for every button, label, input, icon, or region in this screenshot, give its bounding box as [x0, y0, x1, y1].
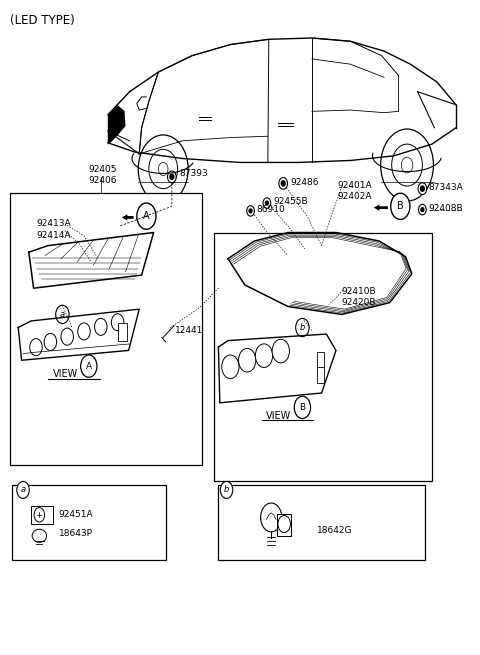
FancyBboxPatch shape [10, 193, 202, 465]
Circle shape [265, 201, 268, 205]
Text: 92405
92406: 92405 92406 [89, 165, 117, 185]
Circle shape [95, 318, 107, 335]
Circle shape [222, 355, 239, 379]
Circle shape [81, 355, 97, 377]
Text: 92413A
92414A: 92413A 92414A [36, 219, 71, 240]
Text: 87343A: 87343A [429, 183, 463, 192]
Circle shape [421, 208, 424, 212]
Text: B: B [397, 201, 404, 212]
FancyBboxPatch shape [12, 485, 166, 560]
Text: A: A [143, 211, 150, 221]
Circle shape [34, 508, 45, 522]
Circle shape [261, 503, 282, 532]
Circle shape [30, 339, 42, 356]
Bar [31, 506, 53, 524]
Text: a: a [60, 310, 65, 319]
Circle shape [61, 328, 73, 345]
Circle shape [272, 339, 289, 363]
Text: b: b [300, 323, 305, 332]
Text: 92408B: 92408B [429, 204, 463, 213]
Text: 92486: 92486 [290, 178, 319, 187]
Text: b: b [224, 485, 229, 495]
Bar [277, 514, 291, 536]
Text: 86910: 86910 [257, 205, 286, 214]
Circle shape [418, 183, 427, 195]
Circle shape [391, 193, 410, 219]
Circle shape [419, 204, 426, 215]
FancyBboxPatch shape [214, 233, 432, 481]
Circle shape [420, 186, 424, 191]
Bar [317, 367, 324, 383]
Circle shape [239, 348, 256, 372]
Text: 92410B
92420B: 92410B 92420B [342, 287, 376, 307]
Circle shape [78, 323, 90, 340]
FancyBboxPatch shape [218, 485, 425, 560]
Ellipse shape [32, 529, 47, 542]
Text: (LED TYPE): (LED TYPE) [10, 14, 74, 28]
Circle shape [168, 171, 176, 183]
Text: 92455B: 92455B [274, 197, 308, 206]
Bar [118, 323, 127, 341]
Circle shape [56, 305, 69, 324]
Circle shape [294, 396, 311, 419]
Circle shape [249, 209, 252, 213]
Circle shape [137, 203, 156, 229]
Text: 18642G: 18642G [317, 526, 352, 535]
Text: 92401A
92402A: 92401A 92402A [337, 181, 372, 201]
Circle shape [255, 344, 273, 367]
Circle shape [247, 206, 254, 216]
Circle shape [296, 318, 309, 337]
Text: VIEW: VIEW [53, 369, 78, 379]
Bar [317, 352, 324, 368]
Text: A: A [86, 362, 92, 371]
Circle shape [279, 178, 288, 189]
Circle shape [263, 198, 271, 208]
Text: 18643P: 18643P [59, 529, 93, 538]
Polygon shape [109, 106, 125, 143]
Text: VIEW: VIEW [266, 411, 292, 421]
Circle shape [220, 481, 233, 498]
Circle shape [170, 174, 174, 179]
Circle shape [17, 481, 29, 498]
Text: B: B [300, 403, 305, 412]
Text: a: a [21, 485, 25, 495]
Circle shape [281, 181, 285, 186]
Text: 12441: 12441 [175, 326, 204, 335]
Text: 87393: 87393 [179, 169, 208, 178]
Circle shape [111, 314, 124, 331]
Circle shape [278, 515, 290, 533]
Text: 92451A: 92451A [59, 510, 93, 519]
Circle shape [44, 333, 57, 350]
